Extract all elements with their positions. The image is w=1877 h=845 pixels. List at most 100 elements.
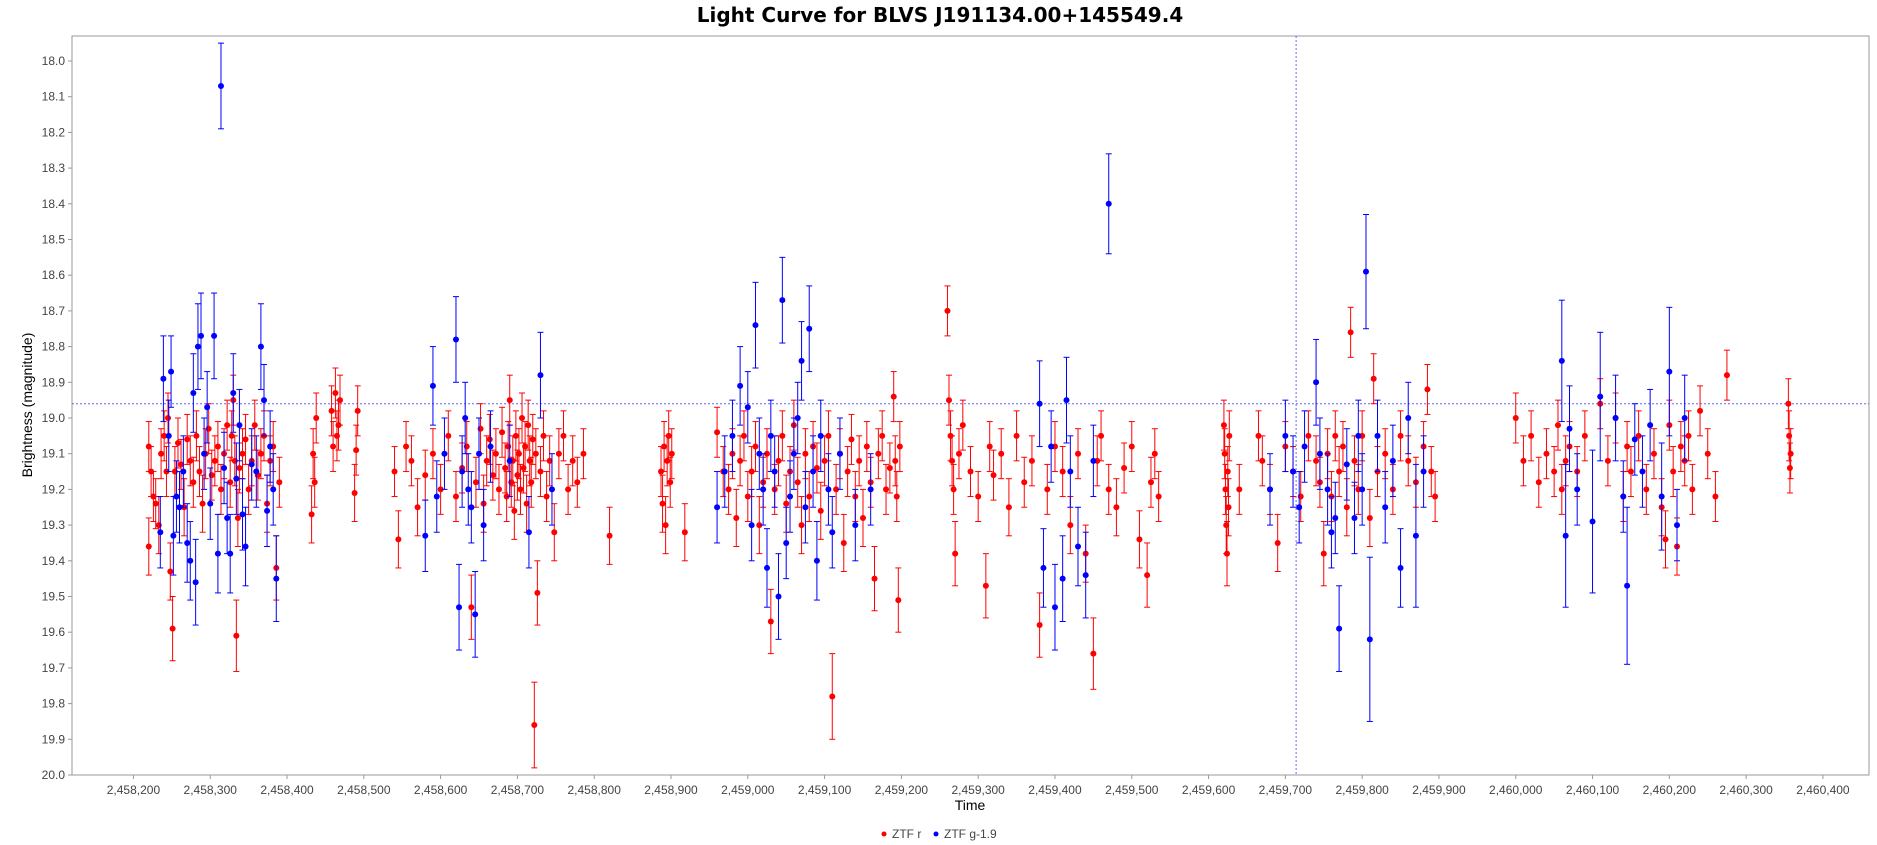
y-tick-label: 19.4 (42, 554, 66, 568)
data-point (353, 447, 360, 454)
data-point (192, 579, 199, 586)
data-point (1305, 432, 1312, 439)
data-point (661, 443, 668, 450)
data-point (242, 543, 249, 550)
x-tick-label: 2,460,300 (1719, 783, 1773, 797)
y-tick-label: 18.3 (42, 161, 66, 175)
data-point (580, 450, 587, 457)
data-point (883, 486, 890, 493)
data-point (1324, 486, 1331, 493)
data-point (1290, 468, 1297, 475)
data-point (1574, 486, 1581, 493)
data-point (1339, 443, 1346, 450)
data-point (517, 486, 524, 493)
data-point (1259, 457, 1266, 464)
data-point (733, 514, 740, 521)
data-point (1650, 450, 1657, 457)
data-point (248, 461, 255, 468)
y-tick-label: 18.1 (42, 90, 66, 104)
x-tick-label: 2,460,000 (1489, 783, 1543, 797)
data-point (844, 468, 851, 475)
data-point (433, 493, 440, 500)
data-point (1332, 432, 1339, 439)
data-point (1059, 468, 1066, 475)
data-point (659, 500, 666, 507)
data-point (233, 632, 240, 639)
data-point (459, 468, 466, 475)
x-tick-label: 2,459,300 (951, 783, 1005, 797)
data-point (311, 479, 318, 486)
data-point (1685, 432, 1692, 439)
data-point (537, 372, 544, 379)
data-point (1067, 522, 1074, 529)
data-point (1428, 468, 1435, 475)
data-point (1021, 479, 1028, 486)
y-tick-label: 19.3 (42, 518, 66, 532)
data-point (1147, 479, 1154, 486)
data-point (1405, 457, 1412, 464)
data-point (1090, 650, 1097, 657)
x-tick-label: 2,460,200 (1643, 783, 1697, 797)
data-point (998, 450, 1005, 457)
data-point (468, 604, 475, 611)
data-point (332, 390, 339, 397)
x-tick-label: 2,458,600 (414, 783, 468, 797)
data-point (468, 504, 475, 511)
data-point (161, 432, 168, 439)
data-point (859, 514, 866, 521)
data-point (540, 432, 547, 439)
data-point (187, 457, 194, 464)
data-point (511, 507, 518, 514)
data-point (1604, 457, 1611, 464)
data-point (236, 422, 243, 429)
data-point (852, 522, 859, 529)
data-point (737, 382, 744, 389)
data-point (193, 432, 200, 439)
data-point (190, 390, 197, 397)
data-point (520, 464, 527, 471)
data-point (489, 472, 496, 479)
data-point (403, 443, 410, 450)
data-point (1005, 504, 1012, 511)
data-point (1666, 368, 1673, 375)
data-point (779, 297, 786, 304)
y-tick-label: 19.8 (42, 697, 66, 711)
x-tick-label: 2,460,400 (1796, 783, 1850, 797)
data-point (211, 457, 218, 464)
data-point (667, 479, 674, 486)
data-point (1677, 443, 1684, 450)
data-point (551, 529, 558, 536)
data-point (227, 550, 234, 557)
data-point (1528, 432, 1535, 439)
data-point (1566, 425, 1573, 432)
data-point (515, 450, 522, 457)
data-point (967, 468, 974, 475)
x-tick-label: 2,458,500 (337, 783, 391, 797)
data-point (152, 500, 159, 507)
data-point (895, 597, 902, 604)
y-tick-label: 18.7 (42, 304, 66, 318)
data-point (224, 422, 231, 429)
data-point (178, 461, 185, 468)
data-point (1343, 504, 1350, 511)
data-point (952, 550, 959, 557)
data-point (1063, 397, 1070, 404)
data-point (1359, 486, 1366, 493)
data-point (1424, 386, 1431, 393)
data-point (1121, 464, 1128, 471)
data-point (236, 464, 243, 471)
data-point (534, 589, 541, 596)
data-point (1382, 450, 1389, 457)
y-tick-label: 20.0 (42, 768, 66, 782)
data-point (499, 429, 506, 436)
data-point (1347, 329, 1354, 336)
data-point (217, 486, 224, 493)
data-point (239, 511, 246, 518)
data-point (523, 500, 530, 507)
data-point (1255, 432, 1262, 439)
data-point (330, 443, 337, 450)
data-point (165, 432, 172, 439)
y-tick-label: 18.0 (42, 54, 66, 68)
data-point (528, 479, 535, 486)
data-point (875, 450, 882, 457)
